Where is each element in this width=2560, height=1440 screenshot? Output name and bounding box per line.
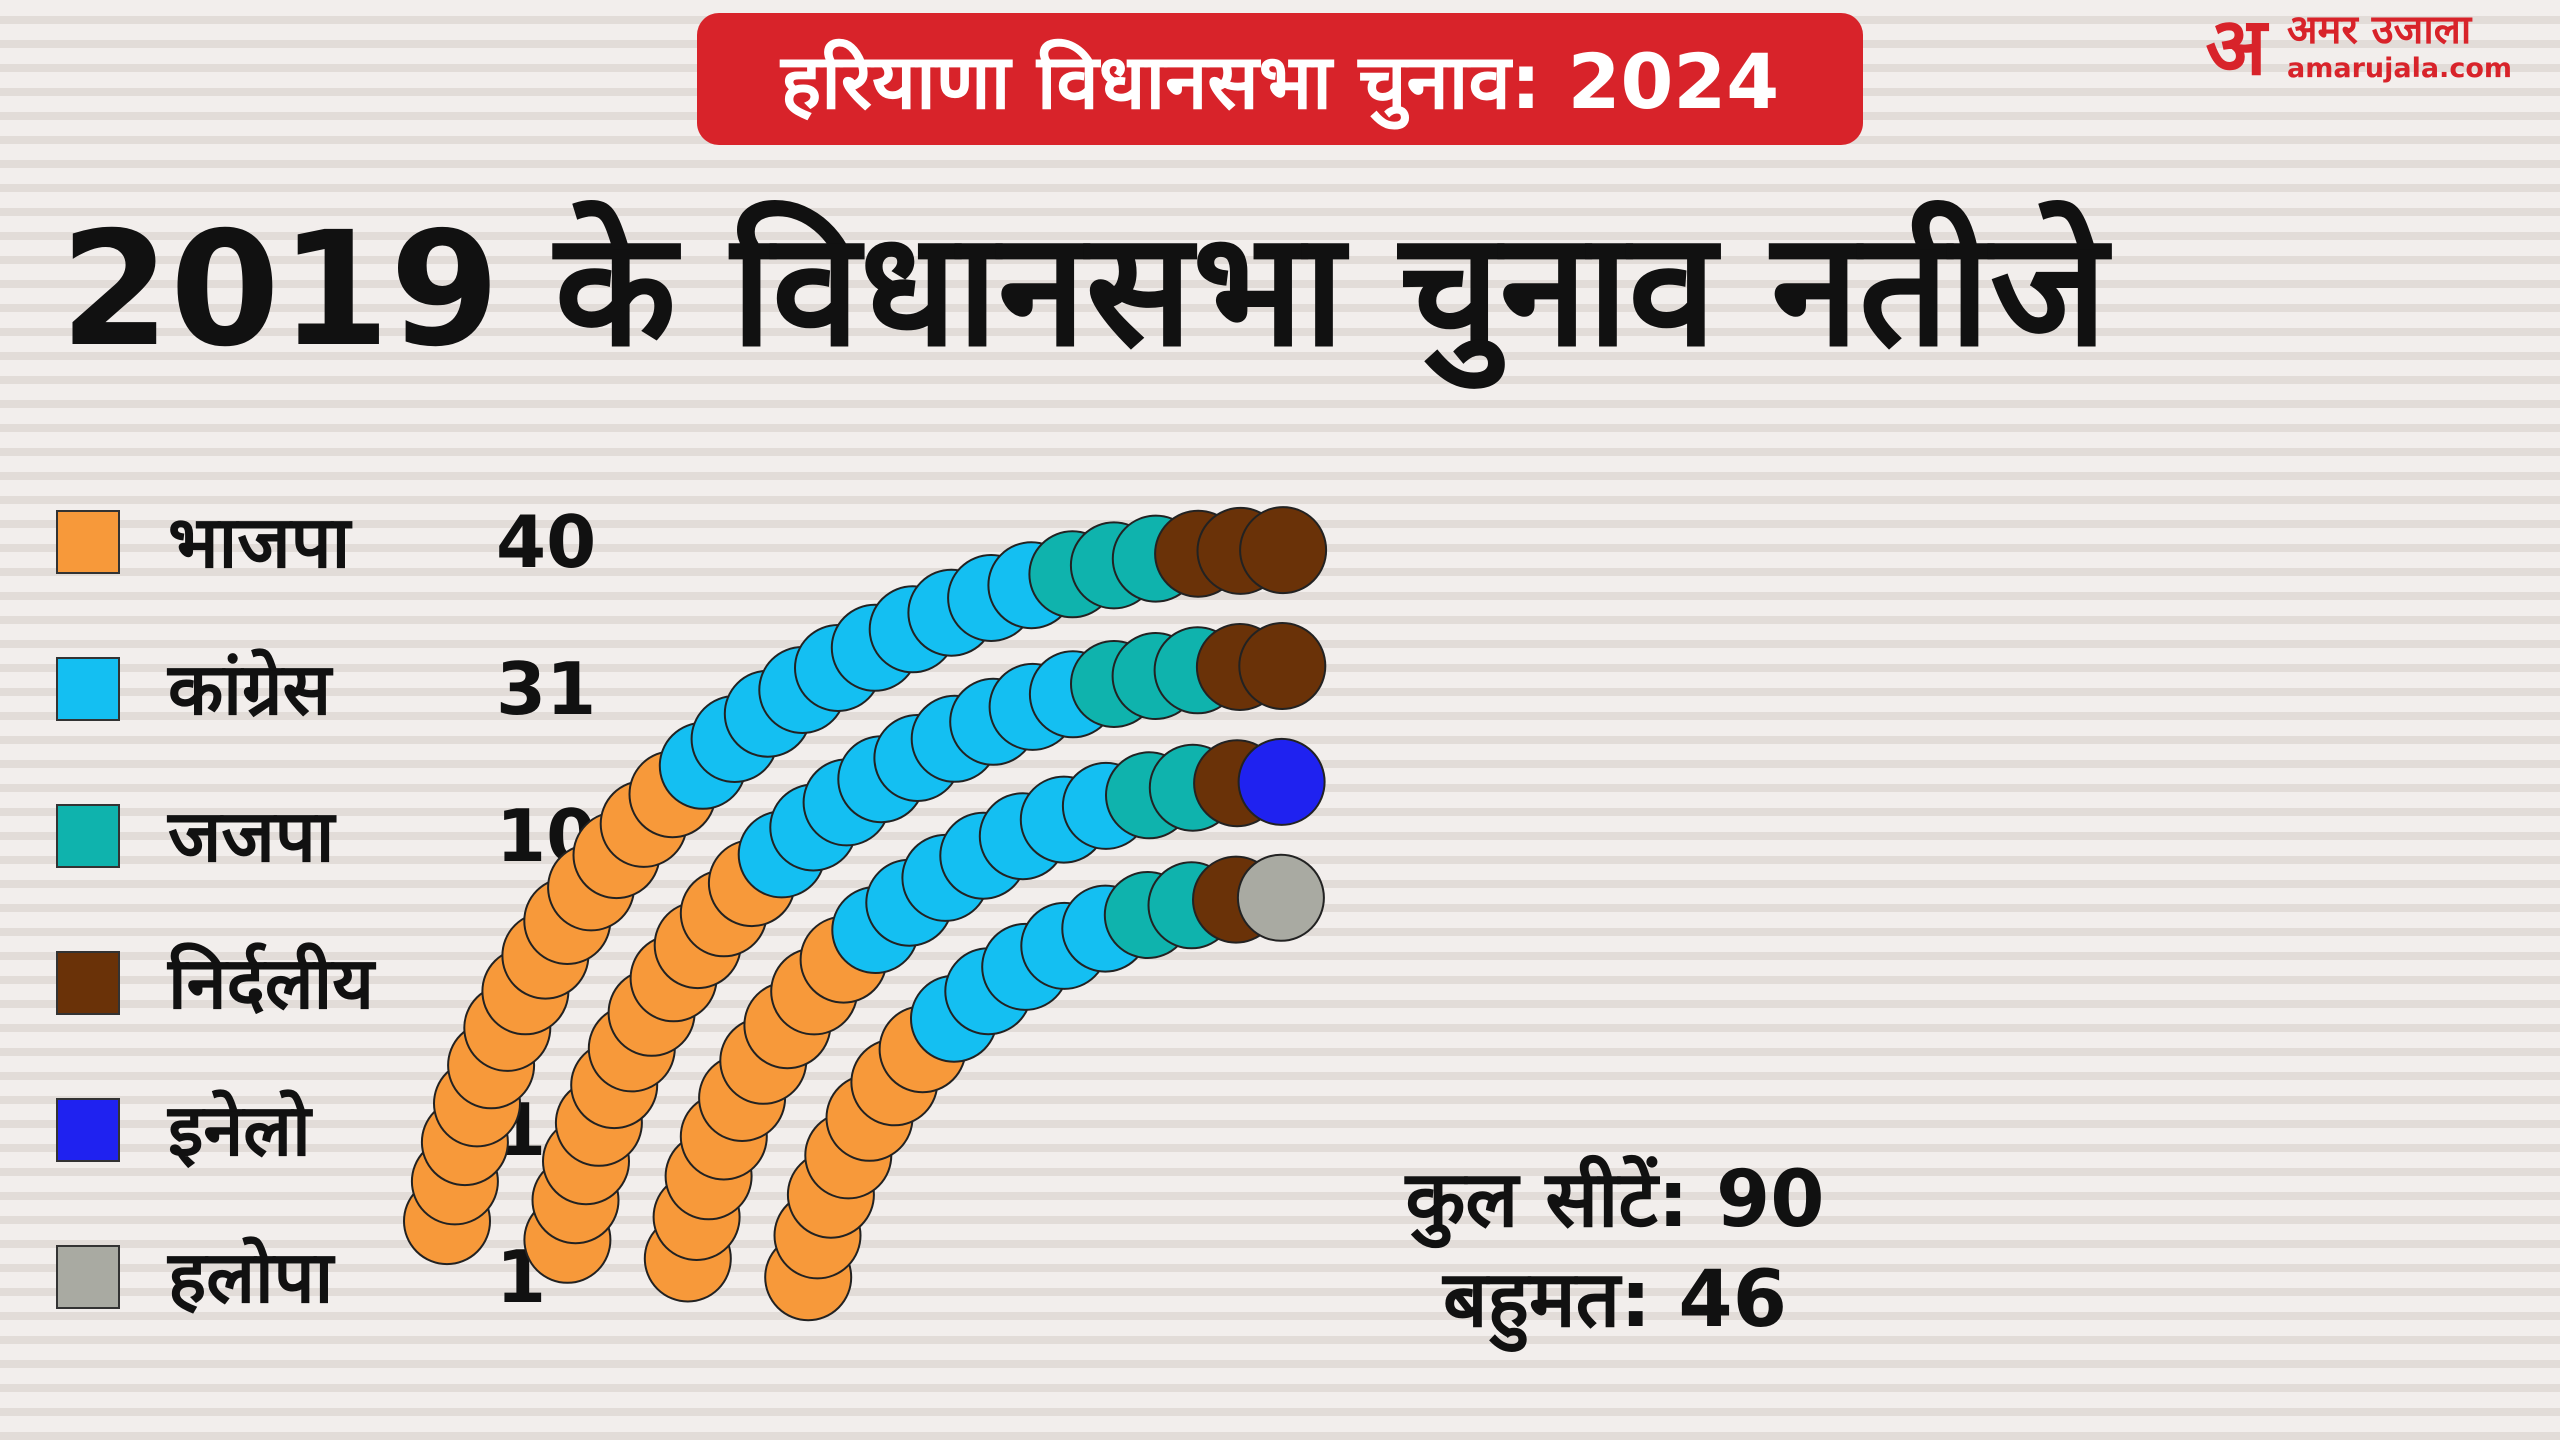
legend-label: हलोपा <box>168 1235 334 1319</box>
legend-label: जजपा <box>168 794 335 878</box>
majority-label: बहुमत: 46 <box>1443 1255 1787 1345</box>
total-seats-label: कुल सीटें: 90 <box>1405 1155 1825 1245</box>
amar-ujala-logo: अ अमर उजाला amarujala.com <box>2195 4 2540 90</box>
logo-hindi-text: अमर उजाला <box>2287 7 2472 53</box>
legend-value: 40 <box>496 500 597 584</box>
legend-swatch <box>56 510 120 574</box>
seat-निर्दलीय <box>1238 622 1327 710</box>
seat-totals: कुल सीटें: 90 बहुमत: 46 <box>1355 1150 1875 1350</box>
chart-title: 2019 के विधानसभा चुनाव नतीजे <box>60 198 2108 382</box>
legend-label: इनेलो <box>168 1088 311 1172</box>
legend-item-congress: कांग्रेस 31 <box>56 637 656 784</box>
legend-swatch <box>56 657 120 721</box>
legend-value: 31 <box>496 647 597 731</box>
legend-item-independent: निर्दलीय 7 <box>56 931 656 1078</box>
chart-subtitle: हरियाणा विधानसभा चुनाव: 2024 <box>780 36 1780 126</box>
legend: भाजपा 40 कांग्रेस 31 जजपा 10 निर्दलीय 7 … <box>56 490 656 1372</box>
seat-हलोपा <box>1236 853 1325 942</box>
legend-item-jjp: जजपा 10 <box>56 784 656 931</box>
logo-mark: अ <box>2205 0 2267 93</box>
seat-निर्दलीय <box>1239 506 1328 595</box>
legend-label: कांग्रेस <box>168 647 332 731</box>
legend-item-bjp: भाजपा 40 <box>56 490 656 637</box>
legend-swatch <box>56 1098 120 1162</box>
legend-swatch <box>56 804 120 868</box>
legend-label: भाजपा <box>168 500 351 584</box>
legend-item-inld: इनेलो 1 <box>56 1078 656 1225</box>
logo-url-text: amarujala.com <box>2287 53 2513 84</box>
legend-swatch <box>56 1245 120 1309</box>
legend-swatch <box>56 951 120 1015</box>
legend-label: निर्दलीय <box>168 941 375 1025</box>
seat-इनेलो <box>1237 737 1326 826</box>
subtitle-badge: हरियाणा विधानसभा चुनाव: 2024 <box>697 13 1863 145</box>
